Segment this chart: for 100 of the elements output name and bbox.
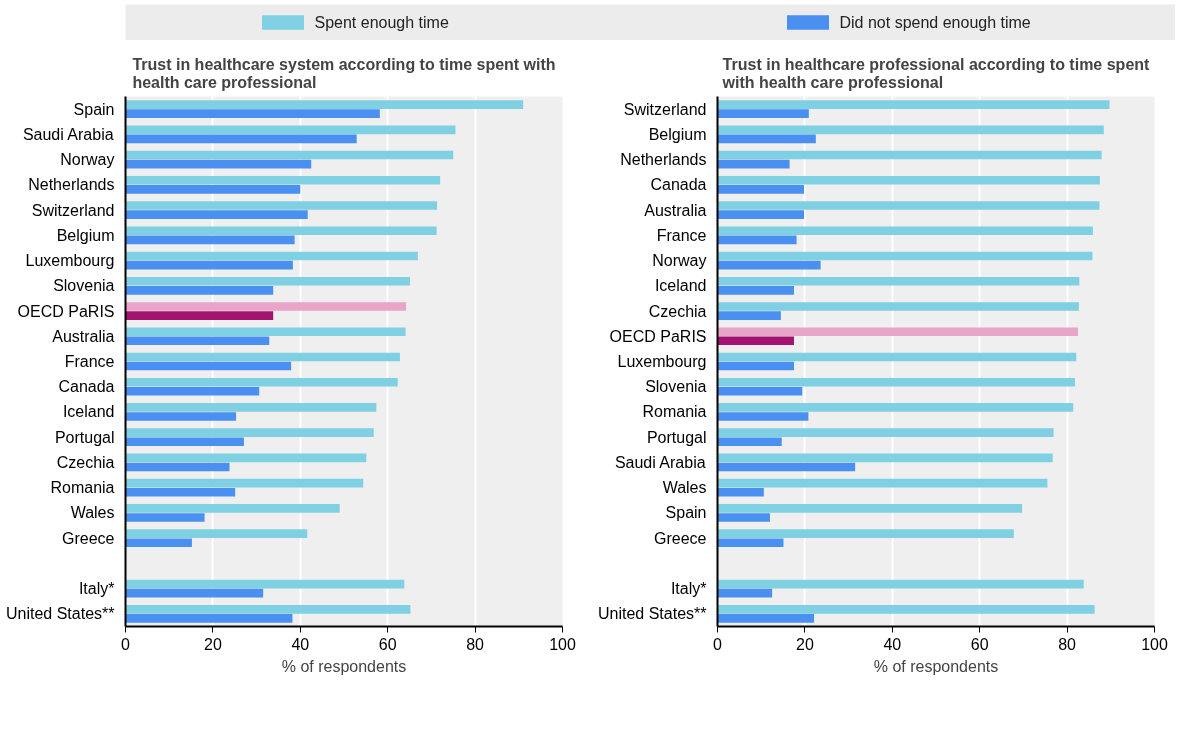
y-tick-label: Netherlands [620, 151, 707, 169]
bar [717, 302, 1079, 311]
bar [125, 487, 236, 497]
bar [717, 100, 1110, 109]
bar [717, 377, 1075, 387]
y-tick-label: Wales [662, 479, 707, 497]
bar [717, 428, 1054, 437]
bar [125, 150, 454, 160]
y-tick-label: Czechia [648, 302, 707, 320]
x-tick-label: 100 [549, 635, 576, 653]
bar [717, 286, 794, 295]
y-tick-label: Czechia [56, 453, 115, 471]
bar [125, 386, 260, 396]
y-tick-label: Saudi Arabia [22, 125, 114, 143]
x-tick-label: 20 [796, 635, 814, 653]
y-tick-label: Spain [665, 504, 707, 522]
y-tick-label: Greece [62, 529, 115, 547]
bar [717, 311, 781, 320]
bar [125, 175, 441, 185]
y-tick-label: Canada [58, 378, 115, 396]
bar [125, 210, 308, 219]
bar [717, 201, 1100, 210]
bar [717, 150, 1102, 160]
bar [717, 185, 805, 194]
x-axis-title: % of respondents [281, 657, 407, 675]
bar [717, 327, 1079, 337]
y-tick-label: Portugal [54, 428, 115, 446]
bar [717, 125, 1104, 135]
bar [717, 529, 1014, 538]
bar [717, 251, 1093, 261]
bar [125, 588, 264, 598]
bar [125, 185, 301, 194]
bar [717, 210, 805, 219]
y-tick-label: Switzerland [31, 201, 115, 219]
x-axis-title: % of respondents [873, 657, 999, 675]
y-tick-label: Slovenia [53, 277, 115, 295]
y-tick-label: Norway [652, 252, 707, 270]
x-tick-label: 100 [1141, 635, 1168, 653]
bar [125, 251, 418, 261]
bar [717, 134, 816, 144]
legend-label: Did not spend enough time [839, 14, 1031, 31]
y-tick-label: Wales [70, 504, 115, 522]
bar [125, 478, 364, 488]
bar [125, 134, 357, 144]
y-tick-label: Romania [50, 479, 115, 497]
y-tick-label: Romania [642, 403, 707, 421]
y-tick-label: Italy* [670, 580, 707, 598]
bar [125, 538, 192, 548]
bar [125, 235, 295, 245]
y-tick-label: Canada [650, 176, 707, 194]
bar [125, 327, 406, 337]
bar [125, 276, 410, 286]
y-tick-label: Luxembourg [617, 353, 707, 370]
y-tick-label: Spain [73, 100, 115, 118]
y-tick-label: Saudi Arabia [614, 453, 706, 471]
chart-title: Trust in healthcare system according to time spent with health care professional [132, 55, 556, 92]
y-tick-label: Slovenia [645, 378, 707, 396]
y-tick-label: United States** [597, 605, 707, 623]
bar [717, 588, 773, 598]
bar [125, 260, 293, 270]
bar [125, 159, 312, 169]
bar [125, 352, 400, 362]
bar [125, 605, 411, 614]
y-tick-label: OECD PaRIS [17, 302, 115, 320]
y-tick-label: United States** [5, 605, 115, 623]
bar [717, 159, 790, 169]
bar [125, 361, 292, 371]
bar [125, 336, 270, 346]
bar [125, 286, 274, 295]
bar [717, 403, 1074, 412]
bar [717, 538, 784, 548]
x-tick-label: 80 [1058, 635, 1077, 653]
y-tick-label: Australia [644, 201, 707, 219]
chart-title: Trust in healthcare professional according to time spent with health care professional [721, 55, 1151, 92]
bar [717, 487, 764, 497]
y-tick-label: Switzerland [623, 100, 707, 118]
bar [125, 403, 377, 412]
bar [125, 226, 437, 236]
y-tick-label: France [656, 226, 707, 244]
bar [717, 462, 856, 472]
bar [717, 109, 809, 118]
x-tick-label: 20 [204, 635, 222, 653]
x-tick-label: 60 [970, 635, 989, 653]
y-tick-label: Greece [654, 529, 707, 547]
bar [125, 453, 367, 463]
bar [717, 453, 1053, 463]
y-tick-label: Iceland [654, 277, 707, 295]
bar [125, 428, 374, 437]
bar [717, 336, 794, 346]
bar [717, 478, 1048, 488]
bar [125, 302, 407, 311]
y-tick-label: Norway [60, 151, 115, 169]
x-tick-label: 40 [883, 635, 902, 653]
y-tick-label: Netherlands [28, 176, 115, 194]
y-tick-label: Italy* [78, 580, 115, 598]
bar [125, 462, 230, 472]
bar [717, 412, 809, 421]
bar [717, 175, 1100, 185]
y-tick-label: Iceland [62, 403, 115, 421]
bar [125, 437, 244, 447]
